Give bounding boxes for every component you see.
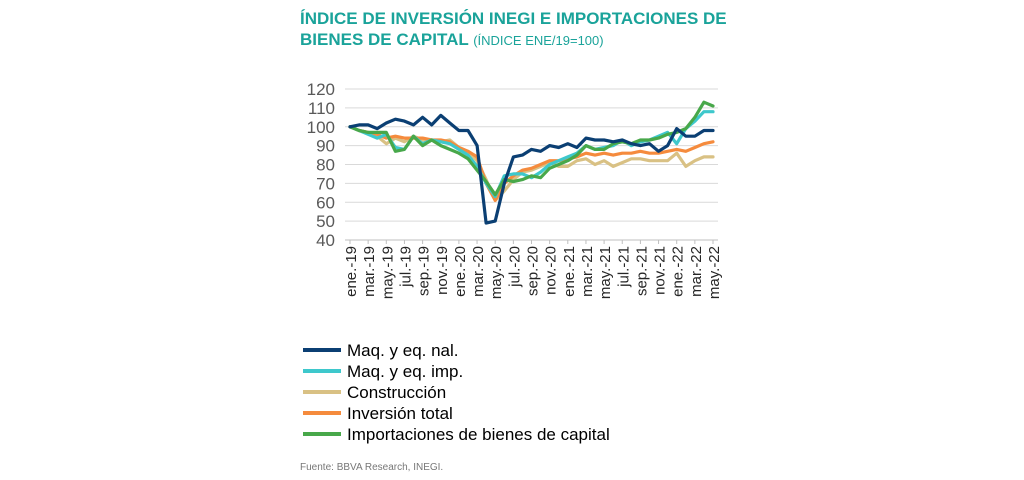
chart-subtitle: (ÍNDICE ENE/19=100) (473, 33, 604, 48)
y-tick-label: 100 (307, 118, 335, 137)
x-tick-label: nov.-21 (652, 246, 669, 295)
x-tick-label: jul.-20 (506, 246, 523, 288)
gridlines (345, 88, 718, 241)
x-tick-label: nov.-19 (434, 246, 451, 295)
x-tick-label: may.-21 (597, 246, 614, 299)
x-tick-label: ene.-19 (343, 246, 360, 297)
legend: Maq. y eq. nal. Maq. y eq. imp. Construcci… (303, 341, 610, 444)
y-tick-label: 120 (307, 80, 335, 99)
series-line-0 (348, 113, 715, 225)
x-tick-label: jul.-21 (615, 246, 632, 288)
x-tick-label: mar.-21 (579, 246, 596, 297)
y-tick-label: 60 (316, 193, 335, 212)
title-line-2: BIENES DE CAPITAL (ÍNDICE ENE/19=100) (300, 29, 760, 51)
y-tick-label: 80 (316, 156, 335, 175)
chart-title: ÍNDICE DE INVERSIÓN INEGI E IMPORTACIONE… (300, 8, 760, 51)
series-lines (348, 100, 715, 225)
x-tick-label: mar.-19 (361, 246, 378, 297)
x-tick-label: may.-19 (379, 246, 396, 299)
legend-label: Maq. y eq. nal. (347, 341, 459, 360)
legend-label: Maq. y eq. imp. (347, 362, 463, 381)
x-tick-label: sep.-21 (633, 246, 650, 296)
y-tick-label: 70 (316, 174, 335, 193)
x-tick-label: jul.-19 (397, 246, 414, 288)
y-tick-label: 110 (308, 99, 335, 118)
x-tick-label: sep.-20 (525, 246, 542, 296)
series-line-4 (348, 100, 715, 197)
x-tick-label: sep.-19 (416, 246, 433, 296)
y-tick-label: 40 (316, 231, 335, 250)
y-tick-label: 50 (316, 212, 335, 231)
x-tick-label: nov.-20 (543, 246, 560, 295)
x-tick-label: mar.-20 (470, 246, 487, 297)
y-tick-label: 90 (316, 137, 335, 156)
x-tick-label: ene.-22 (670, 246, 687, 297)
title-line-1: ÍNDICE DE INVERSIÓN INEGI E IMPORTACIONE… (300, 9, 727, 28)
x-tick-label: may.-22 (706, 246, 723, 299)
legend-label: Importaciones de bienes de capital (347, 425, 610, 444)
x-axis: ene.-19 mar.-19 may.-19 jul.-19 sep.-19 nov.-… (343, 240, 723, 299)
x-tick-label: ene.-21 (561, 246, 578, 297)
legend-label: Inversión total (347, 404, 453, 423)
legend-label: Construcción (347, 383, 446, 402)
x-tick-label: mar.-22 (688, 246, 705, 297)
source-note: Fuente: BBVA Research, INEGI. (300, 462, 444, 473)
x-tick-label: ene.-20 (452, 246, 469, 297)
title-line-2-text: BIENES DE CAPITAL (300, 30, 469, 49)
x-tick-label: may.-20 (488, 246, 505, 299)
